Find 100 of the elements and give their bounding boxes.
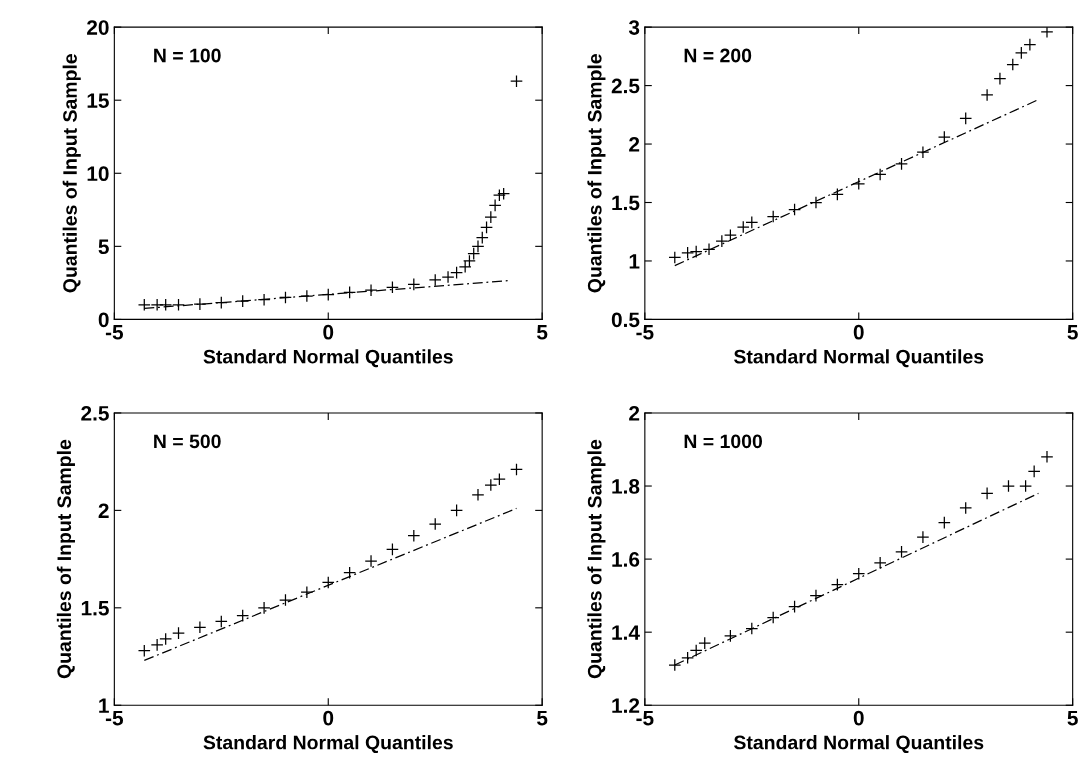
point (321, 288, 335, 302)
point (428, 517, 442, 531)
point (257, 601, 271, 615)
point (159, 298, 173, 312)
point (766, 210, 780, 223)
point (937, 130, 951, 144)
y-axis-title: Quantiles of Input Sample (587, 54, 606, 293)
y-tick-label: 20 (87, 20, 109, 35)
point (488, 198, 502, 212)
y-tick-label: 2 (98, 503, 109, 518)
x-axis-title: Standard Normal Quantiles (203, 735, 453, 753)
point (343, 566, 357, 580)
point (852, 567, 866, 581)
point (172, 626, 185, 640)
x-tick-label: 5 (1067, 710, 1078, 726)
y-tick-label: 1.5 (612, 195, 640, 211)
point (1002, 479, 1015, 493)
point (471, 488, 485, 502)
point (407, 277, 421, 291)
point (668, 658, 682, 672)
point (895, 545, 908, 559)
y-tick-label: 1 (629, 254, 640, 269)
point (830, 578, 844, 592)
point (689, 245, 703, 259)
y-tick-label: 1.8 (612, 479, 640, 494)
point (137, 644, 151, 658)
point (873, 556, 887, 570)
point (702, 242, 716, 256)
point (214, 615, 228, 628)
point (809, 196, 823, 209)
y-tick-label: 15 (87, 93, 109, 108)
x-tick-label: 0 (323, 324, 334, 340)
annotation: N = 100 (154, 48, 221, 63)
point (172, 298, 185, 312)
y-tick-label: 5 (98, 239, 109, 255)
point (1006, 58, 1020, 71)
point (788, 203, 802, 216)
point (668, 251, 682, 264)
y-axis-title: Quantiles of Input Sample (62, 54, 81, 293)
point (681, 246, 695, 260)
point (300, 585, 314, 599)
point (1040, 450, 1054, 464)
point (723, 629, 737, 643)
point (279, 593, 292, 607)
point (193, 297, 207, 311)
x-tick-label: 5 (537, 325, 548, 340)
y-axis-title: Quantiles of Input Sample (587, 439, 606, 679)
x-axis-title: Standard Normal Quantiles (733, 349, 984, 368)
point (916, 145, 930, 159)
point (364, 554, 378, 568)
y-tick-label: 2 (629, 405, 640, 421)
point (895, 157, 908, 171)
point (480, 220, 493, 234)
x-tick-label: 0 (853, 324, 864, 340)
y-tick-label: 2.5 (81, 405, 109, 421)
point (510, 74, 523, 88)
point (497, 187, 511, 201)
y-tick-label: 1 (99, 698, 109, 713)
point (300, 289, 314, 303)
y-tick-label: 3 (628, 20, 640, 35)
point (1027, 464, 1041, 478)
point (1014, 46, 1028, 60)
point (385, 280, 399, 294)
point (385, 542, 399, 556)
point (916, 530, 930, 544)
y-tick-label: 1.6 (612, 552, 640, 567)
annotation: N = 200 (684, 48, 752, 63)
x-tick-label: 5 (537, 710, 548, 726)
point (809, 589, 823, 603)
point (1023, 38, 1037, 52)
point (321, 576, 335, 589)
y-tick-label: 1.4 (612, 625, 640, 640)
point (428, 273, 442, 287)
x-tick-label: 5 (1067, 325, 1078, 340)
point (475, 231, 489, 245)
point (492, 188, 506, 202)
point (1040, 27, 1054, 39)
point (407, 529, 421, 543)
annotation: N = 1000 (684, 434, 763, 449)
y-tick-label: 2 (629, 137, 640, 152)
point (937, 516, 951, 530)
point (766, 611, 780, 624)
x-axis-title: Standard Normal Quantiles (733, 735, 984, 753)
y-tick-label: 10 (87, 166, 109, 182)
point (788, 600, 802, 614)
y-tick-label: 1.2 (612, 698, 640, 713)
point (236, 609, 250, 623)
point (450, 503, 464, 517)
x-tick-label: 0 (853, 710, 864, 726)
point (236, 294, 250, 308)
point (193, 620, 207, 634)
point (980, 486, 994, 500)
point (959, 111, 973, 125)
y-axis-title: Quantiles of Input Sample (56, 439, 75, 679)
y-tick-label: 1.5 (81, 601, 109, 616)
point (1019, 479, 1033, 493)
point (830, 187, 844, 201)
point (510, 463, 523, 476)
x-tick-label: 0 (323, 710, 334, 726)
x-tick-label: -5 (636, 710, 654, 726)
